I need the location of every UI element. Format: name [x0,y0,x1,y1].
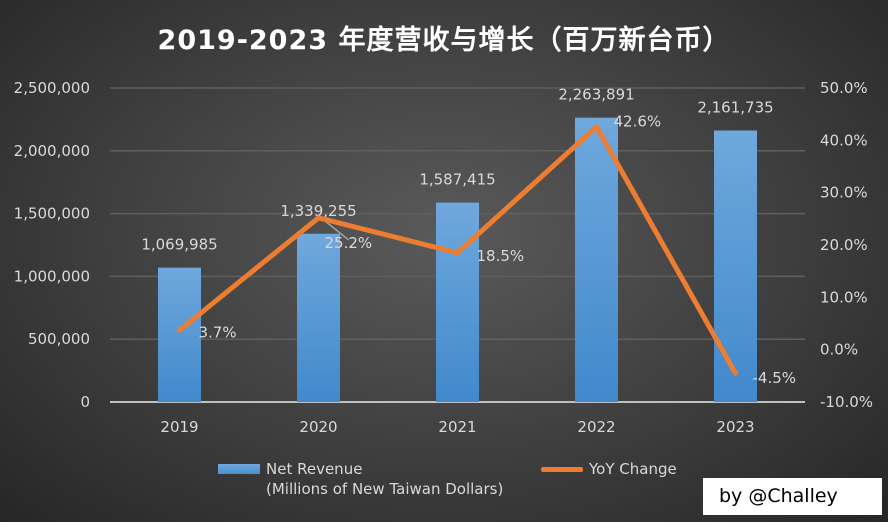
bar-data-label: 1,587,415 [419,171,495,189]
x-tick-label: 2022 [577,418,615,436]
credit-box: by @Challey [703,478,882,515]
bar-data-label: 1,069,985 [141,236,217,254]
y-left-tick-label: 2,500,000 [14,79,90,97]
y-left-tick-label: 0 [80,393,90,411]
x-tick-label: 2023 [716,418,754,436]
yoy-point-2022 [595,125,598,128]
legend-item-net-revenue: Net Revenue (Millions of New Taiwan Dolla… [218,460,503,498]
legend-item-yoy: YoY Change [541,460,677,478]
bar-data-label: 1,339,255 [280,202,356,220]
legend-label: Net Revenue [266,460,363,478]
x-tick-label: 2019 [160,418,198,436]
yoy-point-2020 [317,216,320,219]
legend-label-sub: (Millions of New Taiwan Dollars) [266,480,504,498]
bar-2022 [575,117,618,403]
bar-2019 [158,267,201,402]
y-right-tick-label: -10.0% [820,393,873,411]
bar-2020 [297,233,340,402]
bar-2021 [436,202,479,402]
yoy-point-2019 [178,329,181,332]
x-tick-label: 2020 [299,418,337,436]
yoy-point-2021 [456,251,459,254]
legend-swatch-line [541,467,583,472]
line-data-label: 18.5% [477,247,525,265]
y-left-tick-label: 2,000,000 [14,142,90,160]
bar-2023 [714,130,757,402]
line-data-label: 25.2% [325,234,373,252]
line-data-label: -4.5% [753,369,797,387]
label-leader-line [323,219,349,241]
y-right-tick-label: 20.0% [820,236,868,254]
y-right-tick-label: 0.0% [820,341,858,359]
chart-title: 2019-2023 年度营收与增长（百万新台币） [157,25,731,56]
yoy-point-2023 [734,372,737,375]
y-right-tick-label: 30.0% [820,184,868,202]
line-data-label: 42.6% [614,113,662,131]
y-left-tick-label: 1,500,000 [14,205,90,223]
x-tick-label: 2021 [438,418,476,436]
y-right-tick-label: 10.0% [820,288,868,306]
y-left-tick-label: 500,000 [28,330,90,348]
y-left-tick-label: 1,000,000 [14,267,90,285]
y-right-tick-label: 40.0% [820,131,868,149]
bar-data-label: 2,263,891 [558,86,634,104]
line-data-label: 3.7% [199,323,237,341]
bar-data-label: 2,161,735 [697,98,773,116]
legend-label: YoY Change [589,460,677,478]
legend-swatch-bar [218,464,260,474]
y-right-tick-label: 50.0% [820,79,868,97]
